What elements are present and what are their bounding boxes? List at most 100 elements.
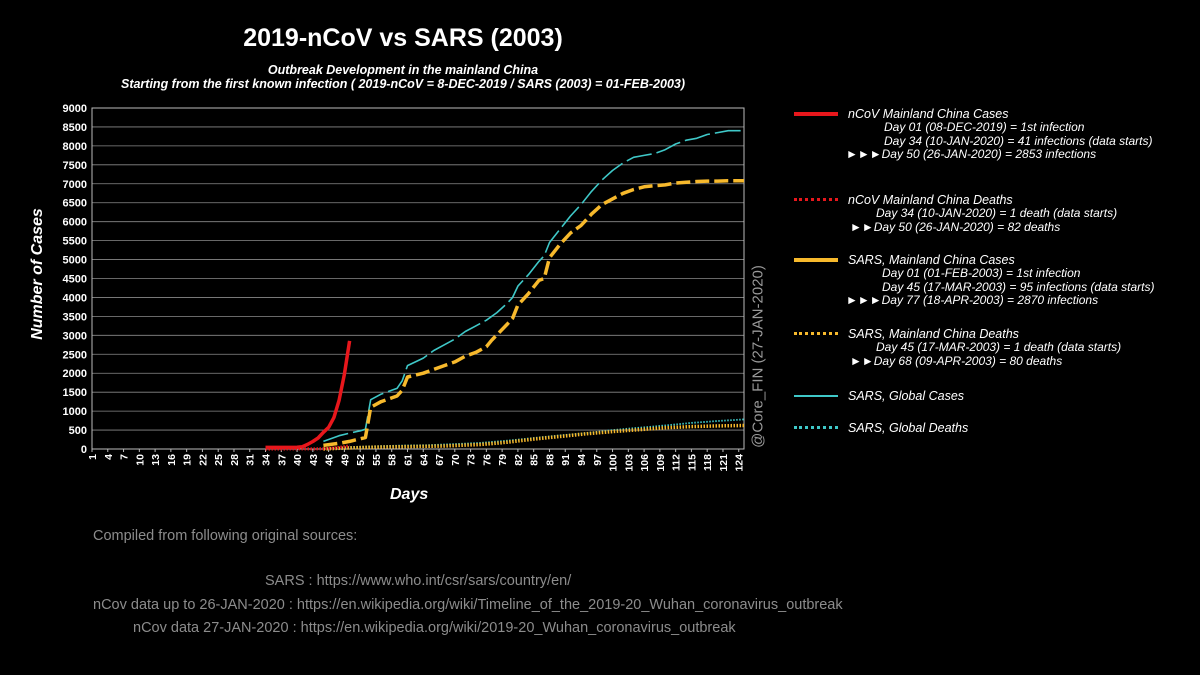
x-tick-label: 76	[481, 454, 493, 466]
legend-swatch	[794, 332, 838, 335]
plot-frame	[91, 107, 745, 450]
y-tick-label: 1000	[63, 406, 87, 418]
legend-head: SARS, Global Cases	[790, 388, 1190, 403]
y-tick-label: 3000	[63, 330, 87, 342]
x-tick-label: 43	[308, 454, 320, 466]
series-line-5	[323, 418, 745, 450]
x-tick-label: 34	[261, 454, 273, 466]
legend-entry-4: SARS, Global Cases	[790, 388, 1190, 403]
y-tick-label: 7500	[63, 160, 87, 172]
x-tick-label: 103	[623, 454, 635, 472]
y-tick-label: 5500	[63, 236, 87, 248]
legend-swatch	[794, 198, 838, 201]
x-tick-label: 91	[560, 454, 572, 466]
x-tick-label: 82	[513, 454, 525, 466]
x-tick-label: 22	[197, 454, 209, 466]
y-tick-label: 6500	[63, 198, 87, 210]
legend-label: nCoV Mainland China Cases	[848, 106, 1009, 121]
x-tick-label: 7	[119, 454, 131, 460]
x-tick-label: 85	[529, 454, 541, 466]
source-line-ncov-timeline: nCov data up to 26-JAN-2020 : https://en…	[93, 597, 843, 613]
x-tick-label: 46	[324, 454, 336, 466]
legend-entry-0: nCoV Mainland China Cases Day 01 (08-DEC-…	[790, 106, 1190, 162]
x-tick-label: 52	[355, 454, 367, 466]
y-tick-label: 0	[81, 444, 87, 456]
legend-head: nCoV Mainland China Cases	[790, 106, 1190, 121]
legend-entry-5: SARS, Global Deaths	[790, 420, 1190, 435]
legend-detail-line: Day 45 (17-MAR-2003) = 1 death (data sta…	[876, 340, 1122, 354]
x-tick-label: 19	[182, 454, 194, 466]
chart-subtitle-1: Outbreak Development in the mainland Chi…	[267, 63, 539, 77]
y-tick-label: 2000	[63, 368, 87, 380]
legend-entry-3: SARS, Mainland China Deaths Day 45 (17-MA…	[790, 326, 1190, 368]
legend-head: SARS, Mainland China Deaths	[790, 326, 1190, 341]
x-tick-label: 88	[544, 454, 556, 466]
x-tick-label: 100	[608, 454, 620, 472]
x-tick-label: 10	[134, 454, 146, 466]
legend-label: SARS, Global Deaths	[848, 420, 969, 435]
legend-swatch	[794, 394, 838, 397]
legend-swatch	[794, 111, 838, 116]
x-tick-label: 109	[655, 454, 667, 472]
legend-swatch	[794, 426, 838, 429]
x-tick-label: 49	[339, 454, 351, 466]
legend-detail-line: ►►Day 50 (26-JAN-2020) = 82 deaths	[850, 219, 1061, 234]
x-tick-label: 94	[576, 454, 588, 466]
legend-label: nCoV Mainland China Deaths	[848, 192, 1013, 207]
y-tick-label: 4500	[63, 274, 87, 286]
x-tick-label: 73	[466, 454, 478, 466]
y-tick-label: 2500	[63, 349, 87, 361]
legend-detail-line: Day 34 (10-JAN-2020) = 1 death (data sta…	[876, 206, 1118, 220]
legend-entry-2: SARS, Mainland China Cases Day 01 (01-FEB…	[790, 252, 1190, 308]
x-tick-label: 25	[213, 454, 225, 466]
legend-detail-line: Day 01 (01-FEB-2003) = 1st infection	[882, 266, 1081, 280]
legend-detail-line: ►►►Day 50 (26-JAN-2020) = 2853 infection…	[846, 147, 1097, 162]
x-tick-label: 97	[592, 454, 604, 466]
x-tick-label: 28	[229, 454, 241, 466]
x-tick-label: 37	[276, 454, 288, 466]
legend-head: SARS, Global Deaths	[790, 420, 1190, 435]
x-tick-label: 1	[87, 454, 99, 460]
x-tick-label: 55	[371, 454, 383, 466]
series-line-4	[323, 129, 744, 443]
source-line-ncov-outbreak: nCov data 27-JAN-2020 : https://en.wikip…	[133, 620, 736, 636]
source-line-sars: SARS : https://www.who.int/csr/sars/coun…	[265, 573, 572, 589]
legend-detail-line: ►►Day 68 (09-APR-2003) = 80 deaths	[850, 353, 1063, 368]
legend-label: SARS, Global Cases	[848, 388, 965, 403]
x-tick-label: 70	[450, 454, 462, 466]
series-line-0	[265, 340, 352, 450]
legend-label: SARS, Mainland China Cases	[848, 252, 1015, 267]
x-tick-label: 121	[718, 454, 730, 472]
chart-subtitle-2: Starting from the first known infection …	[120, 77, 686, 91]
x-tick-label: 115	[686, 454, 698, 471]
series-line-2	[323, 178, 744, 448]
legend-detail-line: Day 45 (17-MAR-2003) = 95 infections (da…	[882, 279, 1155, 294]
x-tick-label: 13	[150, 454, 162, 466]
y-tick-label: 1500	[63, 387, 87, 399]
x-tick-label: 58	[387, 454, 399, 466]
watermark: @Core_FIN (27-JAN-2020)	[749, 265, 767, 448]
legend-detail-line: ►►►Day 77 (18-APR-2003) = 2870 infection…	[846, 293, 1099, 308]
y-tick-label: 9000	[63, 103, 87, 115]
chart-title: 2019-nCoV vs SARS (2003)	[243, 24, 563, 52]
y-tick-label: 4000	[63, 292, 87, 304]
y-axis-label: Number of Cases	[29, 208, 46, 340]
x-tick-label: 79	[497, 454, 509, 466]
legend-entry-1: nCoV Mainland China Deaths Day 34 (10-JAN…	[790, 192, 1190, 234]
legend-detail-line: Day 34 (10-JAN-2020) = 41 infections (da…	[884, 133, 1153, 148]
x-tick-label: 16	[166, 454, 178, 466]
x-axis-label: Days	[390, 486, 429, 503]
x-tick-label: 4	[103, 454, 115, 460]
y-tick-label: 5000	[63, 255, 87, 267]
y-tick-label: 8500	[63, 122, 87, 134]
x-tick-label: 67	[434, 454, 446, 466]
x-tick-label: 64	[418, 454, 430, 466]
legend-detail-line: Day 01 (08-DEC-2019) = 1st infection	[884, 120, 1085, 134]
plot-area: 0 500 1000 1500 2000 2500 3000 3500 4000 4500 5000…	[63, 103, 746, 472]
x-tick-label: 124	[734, 454, 746, 472]
x-tick-label: 40	[292, 454, 304, 466]
y-tick-label: 500	[69, 425, 87, 437]
legend-label: SARS, Mainland China Deaths	[848, 326, 1019, 341]
x-tick-label: 106	[639, 454, 651, 472]
